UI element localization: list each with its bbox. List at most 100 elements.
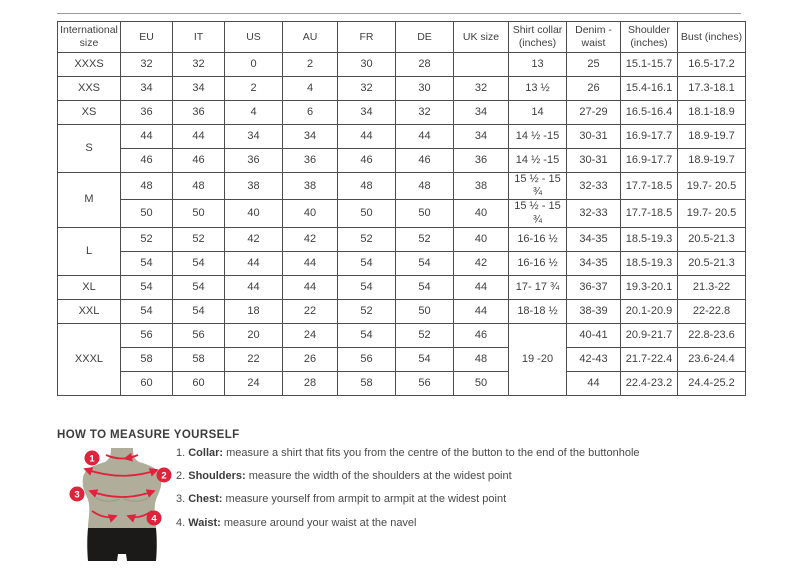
table-cell: 6 (282, 100, 338, 125)
table-cell: 24.4-25.2 (677, 370, 746, 396)
table-cell: 34-35 (566, 226, 621, 252)
table-cell: 15 ½ - 15 ¾ (508, 171, 567, 201)
column-header: Bust (inches) (677, 21, 746, 53)
table-cell: 16.5-17.2 (677, 52, 746, 77)
table-cell: 13 ½ (508, 76, 567, 101)
table-cell: 32 (395, 100, 454, 125)
table-cell: 18.5-19.3 (620, 250, 678, 276)
badge-collar: 1 (84, 450, 100, 466)
table-cell: 54 (172, 298, 225, 324)
table-cell: 54 (337, 322, 396, 348)
table-cell: 2 (282, 52, 338, 77)
table-cell: 15 ½ - 15 ¾ (508, 199, 567, 228)
table-row: 50 50 40 40 50 50 40 15 ½ - 15 ¾ 32-33 17.7-18.5 1… (58, 199, 746, 228)
table-cell: 34 (224, 124, 283, 149)
table-cell: 32-33 (566, 171, 621, 201)
measure-section-heading: HOW TO MEASURE YOURSELF (57, 429, 240, 441)
column-header: AU (282, 21, 338, 53)
svg-text:3: 3 (74, 490, 79, 501)
header-row: International size EU IT US AU FR DE UK size Shi… (57, 21, 746, 53)
table-cell: 16.9-17.7 (620, 124, 678, 149)
table-cell: 36 (120, 100, 173, 125)
measure-step: 1. Collar: measure a shirt that fits you… (176, 447, 736, 460)
table-cell: 2 (224, 76, 283, 101)
step-label: Waist: (188, 516, 221, 529)
svg-text:2: 2 (161, 471, 166, 482)
table-cell: 15.4-16.1 (620, 76, 678, 101)
table-cell: 52 (395, 322, 454, 348)
table-row: 54 54 44 44 54 54 42 16-16 ½ 34-35 18.5-19.3 20.5-… (58, 250, 746, 276)
table-cell: 20.5-21.3 (677, 250, 746, 276)
table-cell: 18-18 ½ (508, 298, 567, 324)
table-cell: 34 (453, 124, 509, 149)
table-row: XS 36 36 4 6 34 32 34 14 27-29 16.5-16.4 18.1-18.9 (57, 100, 746, 125)
table-cell: 56 (172, 322, 225, 348)
table-cell: 18.9-19.7 (677, 124, 746, 149)
table-cell: 60 (172, 370, 225, 396)
table-cell: 23.6-24.4 (677, 346, 746, 372)
table-cell: 20.1-20.9 (620, 298, 678, 324)
table-cell: 38 (282, 171, 338, 201)
table-cell: 50 (337, 199, 396, 228)
table-cell: 44 (337, 124, 396, 149)
table-cell: 22.8-23.6 (677, 322, 746, 348)
table-cell: 22 (282, 298, 338, 324)
table-cell: 48 (172, 171, 225, 201)
table-cell: 18 (224, 298, 283, 324)
table-cell: 14 ½ -15 (508, 124, 567, 149)
table-cell (453, 52, 509, 77)
table-cell: 40 (453, 226, 509, 252)
size-label-cell: XS (57, 100, 121, 125)
table-cell: 17- 17 ¾ (508, 274, 567, 300)
table-row: XL 54 54 44 44 54 54 44 17- 17 ¾ 36-37 19.3-20.1 21… (57, 274, 746, 300)
table-cell: 58 (172, 346, 225, 372)
table-row: XXL 54 54 18 22 52 50 44 18-18 ½ 38-39 20.1-20.9 22… (57, 298, 746, 324)
size-label-cell: L (57, 226, 121, 276)
table-cell: 40 (282, 199, 338, 228)
column-header: EU (120, 21, 173, 53)
table-cell: 0 (224, 52, 283, 77)
table-cell: 19.3-20.1 (620, 274, 678, 300)
table-cell: 22.4-23.2 (620, 370, 678, 396)
table-cell: 4 (224, 100, 283, 125)
size-label-cell: S (57, 124, 121, 173)
table-cell: 40-41 (566, 322, 621, 348)
table-cell: 38-39 (566, 298, 621, 324)
table-cell: 52 (172, 226, 225, 252)
table-cell: 54 (120, 298, 173, 324)
table-cell: 16.5-16.4 (620, 100, 678, 125)
table-cell: 48 (395, 171, 454, 201)
table-cell: 38 (453, 171, 509, 201)
column-header: Denim - waist (566, 21, 621, 53)
table-cell: 42 (453, 250, 509, 276)
table-cell: 44 (120, 124, 173, 149)
column-header: International size (57, 21, 121, 53)
table-cell: 18.1-18.9 (677, 100, 746, 125)
table-cell: 52 (337, 226, 396, 252)
table-cell: 18.5-19.3 (620, 226, 678, 252)
table-cell: 40 (453, 199, 509, 228)
table-cell: 21.3-22 (677, 274, 746, 300)
table-cell: 52 (120, 226, 173, 252)
table-cell: 36 (172, 100, 225, 125)
table-cell: 20.9-21.7 (620, 322, 678, 348)
table-cell: 4 (282, 76, 338, 101)
table-cell: 56 (120, 322, 173, 348)
table-cell: 16-16 ½ (508, 226, 567, 252)
measure-steps-list: 1. Collar: measure a shirt that fits you… (176, 447, 736, 540)
table-cell: 17.7-18.5 (620, 199, 678, 228)
size-chart-table: International size EU IT US AU FR DE UK size Shi… (57, 21, 746, 396)
table-cell: 36 (453, 148, 509, 173)
table-cell: 56 (395, 370, 454, 396)
column-header: IT (172, 21, 225, 53)
table-cell: 32-33 (566, 199, 621, 228)
size-label-cell: XL (57, 274, 121, 300)
size-label-cell: XXS (57, 76, 121, 101)
table-cell: 32 (453, 76, 509, 101)
table-cell: 52 (395, 226, 454, 252)
table-cell: 30-31 (566, 124, 621, 149)
torso-illustration-icon: 1 2 3 4 (69, 448, 172, 561)
table-cell: 30 (395, 76, 454, 101)
table-cell: 54 (337, 250, 396, 276)
column-header: US (224, 21, 283, 53)
